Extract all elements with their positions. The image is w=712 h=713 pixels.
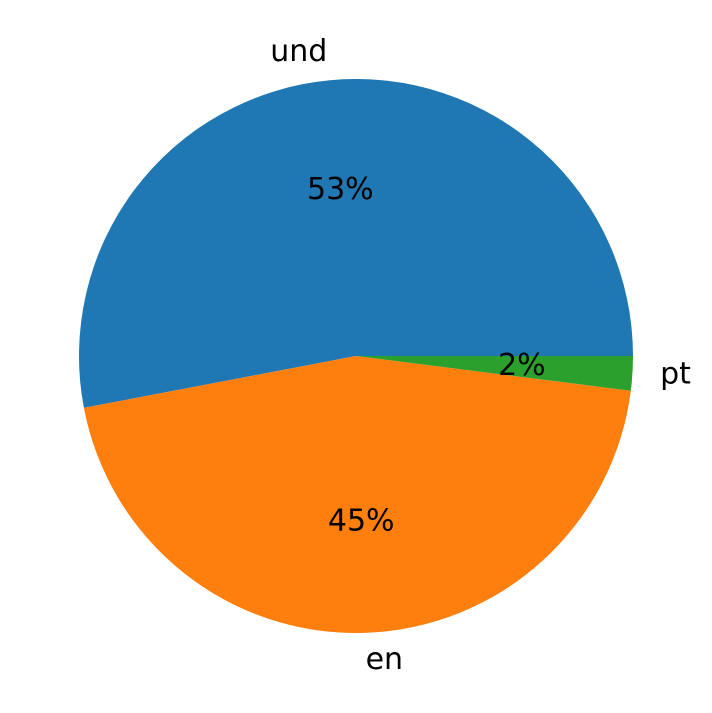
slice-label: und <box>270 34 327 69</box>
slice-label: en <box>366 642 403 677</box>
pie-slice <box>79 78 633 408</box>
value-label: 53% <box>307 172 374 207</box>
slice-label: pt <box>660 357 691 392</box>
value-label: 2% <box>498 348 546 383</box>
pie-slice <box>83 356 631 633</box>
value-label: 45% <box>328 504 395 539</box>
pie-slice <box>356 356 633 391</box>
